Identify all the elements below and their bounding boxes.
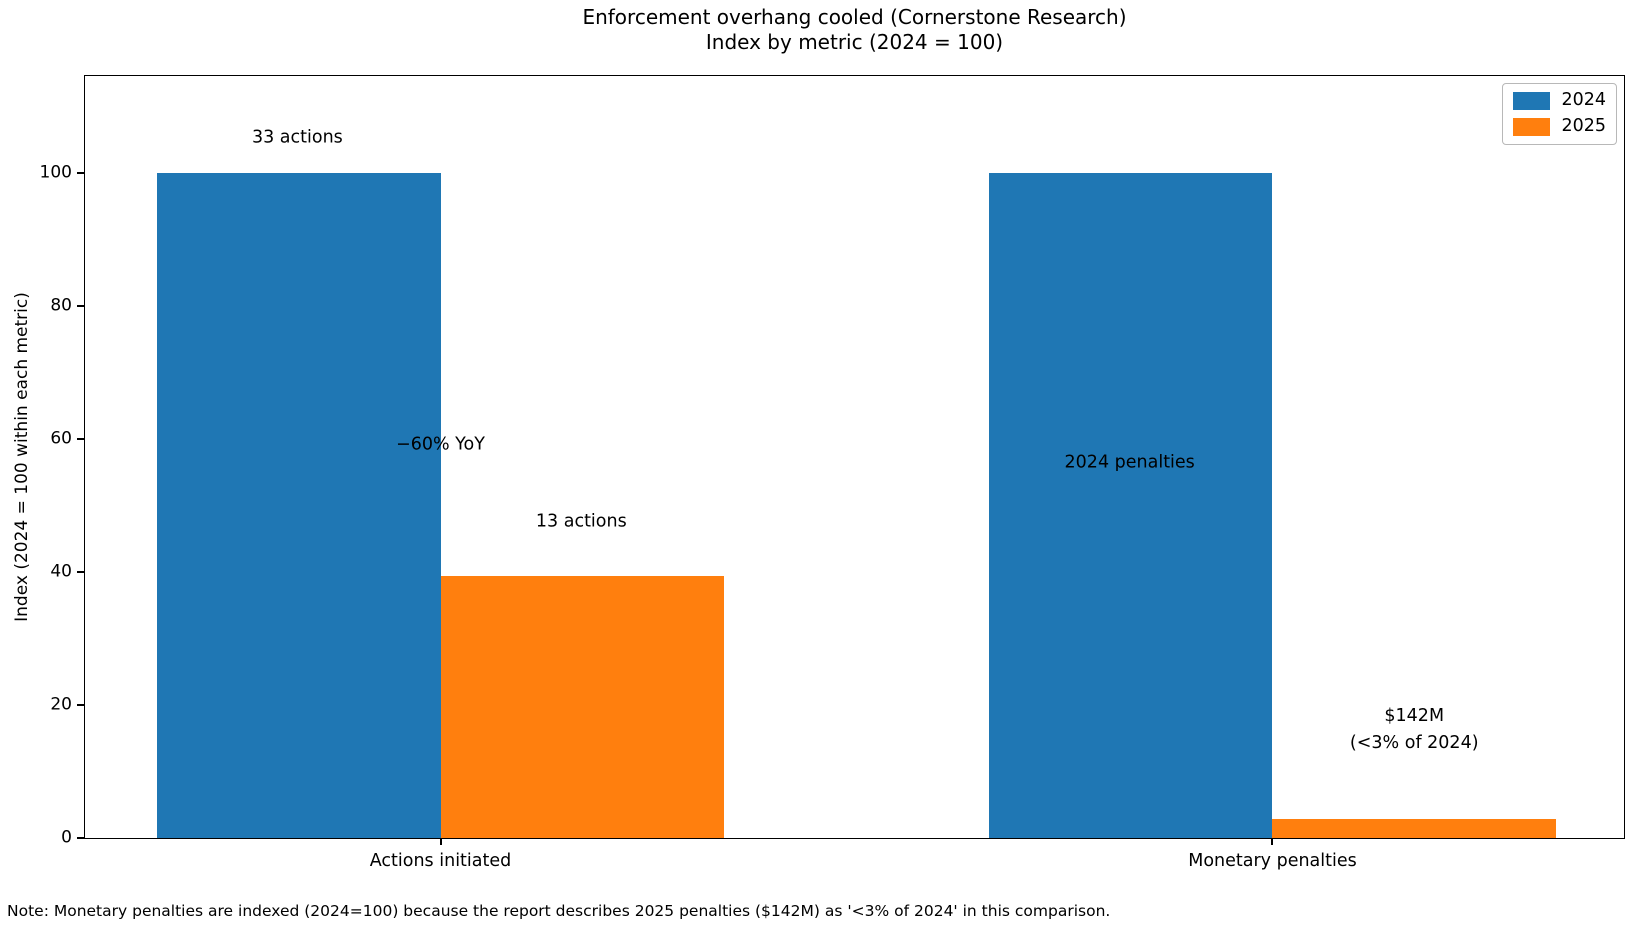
y-tick-label-80: 80 (50, 295, 72, 316)
legend-row-2025: 2025 (1513, 118, 1606, 136)
y-tick-label-60: 60 (50, 428, 72, 449)
x-tick-label-actions-initiated: Actions initiated (369, 851, 512, 871)
y-tick-mark-20 (77, 704, 85, 707)
annotation-33-actions: 33 actions (251, 127, 343, 148)
chart-title-block: Enforcement overhang cooled (Cornerstone… (84, 5, 1625, 55)
y-tick-mark-60 (77, 438, 85, 441)
annotation--60-yoy: −60% YoY (396, 434, 485, 455)
legend-row-2024: 2024 (1513, 92, 1606, 110)
footnote: Note: Monetary penalties are indexed (20… (7, 902, 1111, 920)
plot-area: 2024 2025 0 20 40 60 80 100 Actions initiated Mo… (40, 75, 1625, 871)
y-tick-label-40: 40 (50, 561, 72, 582)
y-tick-mark-0 (77, 837, 85, 839)
bar-2025-actions-initiated (440, 576, 724, 838)
legend-label-2024: 2024 (1561, 90, 1606, 111)
y-tick-label-0: 0 (61, 827, 72, 848)
y-tick-label-20: 20 (50, 694, 72, 715)
legend: 2024 2025 (1502, 83, 1617, 145)
bar-2024-monetary-penalties (989, 173, 1273, 838)
y-tick-mark-100 (77, 172, 85, 175)
y-tick-mark-40 (77, 571, 85, 574)
x-tick-label-monetary-penalties: Monetary penalties (1188, 851, 1357, 871)
chart-subtitle: Index by metric (2024 = 100) (705, 30, 1004, 54)
y-tick-label-100: 100 (39, 162, 72, 183)
x-tick-mark-monetary-penalties (1271, 838, 1274, 845)
legend-swatch-2024 (1513, 92, 1551, 110)
annotation-2024-penalties: 2024 penalties (1064, 452, 1195, 473)
y-axis-label: Index (2024 = 100 within each metric) (12, 292, 32, 622)
chart-title: Enforcement overhang cooled (Cornerstone… (582, 5, 1127, 29)
legend-swatch-2025 (1513, 118, 1551, 136)
legend-label-2025: 2025 (1561, 116, 1606, 137)
annotation-13-actions: 13 actions (535, 511, 627, 532)
bar-2024-actions-initiated (157, 173, 441, 838)
y-tick-mark-80 (77, 305, 85, 308)
bar-2025-monetary-penalties (1272, 819, 1556, 838)
x-tick-mark-actions-initiated (439, 838, 442, 845)
annotation--142m: $142M (<3% of 2024) (1349, 706, 1479, 754)
